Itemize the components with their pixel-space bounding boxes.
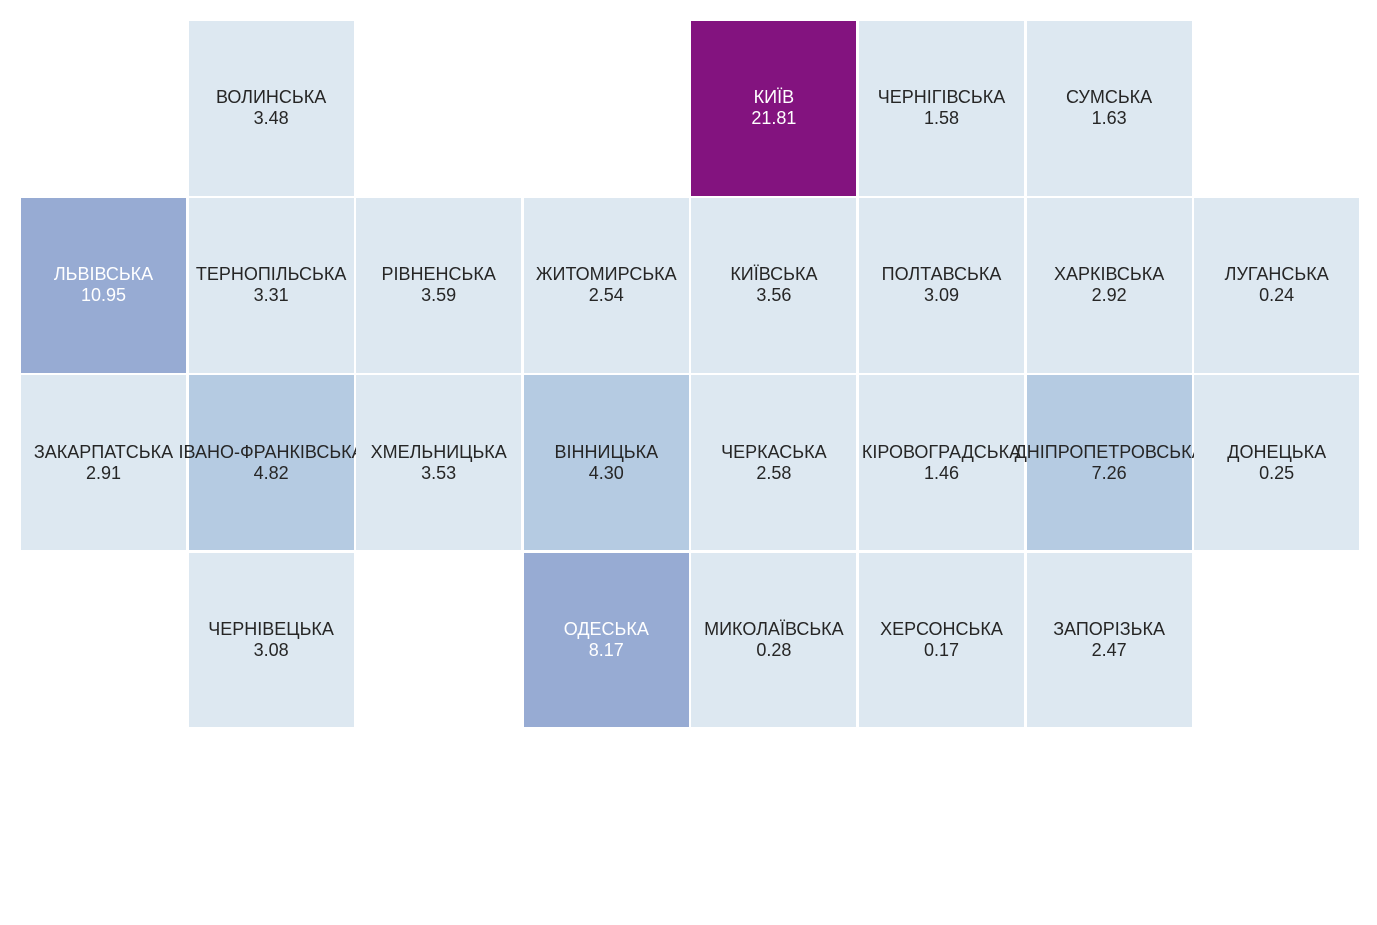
region-name-label: КИЇВ bbox=[753, 87, 795, 108]
region-value-label: 2.92 bbox=[1091, 285, 1127, 306]
region-value-label: 1.63 bbox=[1091, 108, 1127, 129]
region-tile: КИЇВСЬКА 3.56 bbox=[691, 198, 857, 373]
region-value-label: 0.17 bbox=[923, 639, 960, 660]
region-name-label: МИКОЛАЇВСЬКА bbox=[704, 618, 844, 639]
region-name-label: ДОНЕЦЬКА bbox=[1227, 441, 1327, 462]
region-value-label: 4.82 bbox=[253, 462, 289, 483]
region-name-label: ЧЕРКАСЬКА bbox=[721, 441, 827, 462]
region-name-label: ЛУГАНСЬКА bbox=[1224, 264, 1329, 285]
region-value-label: 10.95 bbox=[80, 285, 127, 306]
region-tile: ЗАПОРІЗЬКА 2.47 bbox=[1026, 552, 1192, 728]
region-tile: ПОЛТАВСЬКА 3.09 bbox=[859, 198, 1024, 373]
region-tile: ВОЛИНСЬКА 3.48 bbox=[188, 21, 354, 196]
region-value-label: 3.56 bbox=[756, 285, 792, 306]
region-name-label: ЖИТОМИРСЬКА bbox=[535, 264, 677, 285]
region-name-label: ПОЛТАВСЬКА bbox=[881, 264, 1002, 285]
region-name-label: ЛЬВІВСЬКА bbox=[53, 264, 154, 285]
region-value-label: 0.25 bbox=[1259, 462, 1295, 483]
region-name-label: СУМСЬКА bbox=[1066, 87, 1153, 108]
region-value-label: 0.28 bbox=[756, 639, 792, 660]
region-value-label: 2.58 bbox=[756, 462, 792, 483]
region-value-label: 3.31 bbox=[253, 285, 289, 306]
region-value-label: 3.53 bbox=[421, 462, 457, 483]
region-value-label: 1.58 bbox=[923, 108, 960, 129]
region-tile: ОДЕСЬКА 8.17 bbox=[523, 552, 689, 728]
region-name-label: РІВНЕНСЬКА bbox=[381, 264, 496, 285]
region-tile: ЗАКАРПАТСЬКА 2.91 bbox=[21, 375, 186, 550]
region-tile: ДНІПРОПЕТРОВСЬКА 7.26 bbox=[1015, 375, 1204, 550]
region-name-label: КИЇВСЬКА bbox=[730, 264, 818, 285]
region-name-label: ВОЛИНСЬКА bbox=[215, 87, 327, 108]
region-name-label: ВІННИЦЬКА bbox=[554, 441, 659, 462]
region-name-label: ХМЕЛЬНИЦЬКА bbox=[370, 441, 507, 462]
region-tile: СУМСЬКА 1.63 bbox=[1026, 21, 1192, 196]
region-tile: КИЇВ 21.81 bbox=[691, 21, 857, 196]
region-value-label: 2.47 bbox=[1091, 639, 1127, 660]
region-name-label: ЗАПОРІЗЬКА bbox=[1053, 618, 1165, 639]
region-name-label: ЧЕРНІГІВСЬКА bbox=[877, 87, 1006, 108]
region-name-label: ДНІПРОПЕТРОВСЬКА bbox=[1014, 441, 1204, 462]
region-value-label: 2.54 bbox=[588, 285, 624, 306]
region-tile: ХАРКІВСЬКА 2.92 bbox=[1026, 198, 1192, 373]
region-name-label: ХЕРСОНСЬКА bbox=[880, 618, 1003, 639]
region-name-label: ОДЕСЬКА bbox=[563, 618, 649, 639]
region-value-label: 7.26 bbox=[1091, 462, 1127, 483]
region-tile: ІВАНО-ФРАНКІВСЬКА 4.82 bbox=[179, 375, 364, 550]
region-tile: РІВНЕНСЬКА 3.59 bbox=[356, 198, 522, 373]
region-value-label: 1.46 bbox=[923, 462, 960, 483]
region-tile: ДОНЕЦЬКА 0.25 bbox=[1194, 375, 1360, 550]
region-tile: ВІННИЦЬКА 4.30 bbox=[523, 375, 689, 550]
region-value-label: 3.48 bbox=[253, 108, 289, 129]
region-value-label: 21.81 bbox=[751, 108, 797, 129]
region-name-label: ТЕРНОПІЛЬСЬКА bbox=[195, 264, 347, 285]
region-tile: ЖИТОМИРСЬКА 2.54 bbox=[523, 198, 689, 373]
region-value-label: 8.17 bbox=[588, 639, 624, 660]
region-value-label: 0.24 bbox=[1259, 285, 1295, 306]
region-name-label: ЗАКАРПАТСЬКА bbox=[33, 441, 174, 462]
region-tile: ЧЕРНІГІВСЬКА 1.58 bbox=[859, 21, 1024, 196]
region-value-label: 4.30 bbox=[588, 462, 624, 483]
region-tile: ХЕРСОНСЬКА 0.17 bbox=[859, 552, 1024, 728]
region-name-label: ЧЕРНІВЕЦЬКА bbox=[208, 618, 334, 639]
region-value-label: 3.08 bbox=[253, 639, 289, 660]
region-tile: МИКОЛАЇВСЬКА 0.28 bbox=[691, 552, 857, 728]
region-value-label: 2.91 bbox=[85, 462, 122, 483]
region-tile: ХМЕЛЬНИЦЬКА 3.53 bbox=[356, 375, 522, 550]
region-value-label: 3.09 bbox=[923, 285, 960, 306]
region-tile: ЛЬВІВСЬКА 10.95 bbox=[21, 198, 186, 373]
region-name-label: ІВАНО-ФРАНКІВСЬКА bbox=[178, 441, 364, 462]
region-tile: КІРОВОГРАДСЬКА 1.46 bbox=[859, 375, 1024, 550]
region-tile: ЧЕРКАСЬКА 2.58 bbox=[691, 375, 857, 550]
region-tile: ЧЕРНІВЕЦЬКА 3.08 bbox=[188, 552, 354, 728]
region-tile: ТЕРНОПІЛЬСЬКА 3.31 bbox=[188, 198, 354, 373]
region-name-label: ХАРКІВСЬКА bbox=[1053, 264, 1165, 285]
region-value-label: 3.59 bbox=[421, 285, 457, 306]
region-tile: ЛУГАНСЬКА 0.24 bbox=[1194, 198, 1360, 373]
region-name-label: КІРОВОГРАДСЬКА bbox=[861, 441, 1022, 462]
